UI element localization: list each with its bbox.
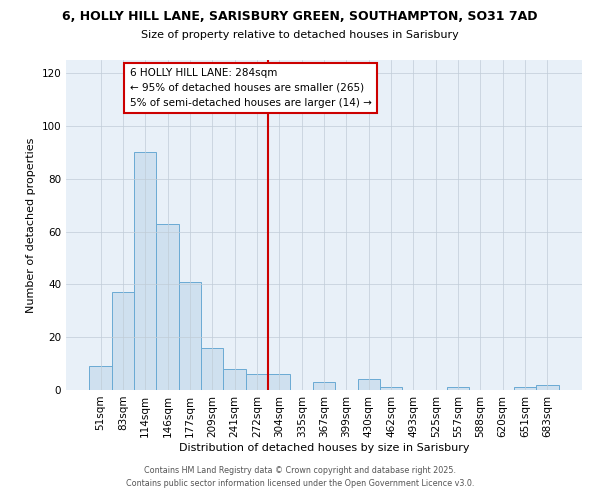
Bar (134, 152, 157, 390)
Bar (246, 374, 268, 390)
Bar (223, 369, 246, 390)
Bar (358, 380, 380, 390)
Bar (89, 366, 112, 390)
Bar (179, 282, 201, 390)
Bar (313, 382, 335, 390)
Bar (514, 388, 536, 390)
Text: Size of property relative to detached houses in Sarisbury: Size of property relative to detached ho… (141, 30, 459, 40)
Bar (447, 388, 469, 390)
Text: Contains HM Land Registry data © Crown copyright and database right 2025.
Contai: Contains HM Land Registry data © Crown c… (126, 466, 474, 487)
Bar (380, 388, 402, 390)
Bar (157, 224, 179, 390)
X-axis label: Distribution of detached houses by size in Sarisbury: Distribution of detached houses by size … (179, 442, 469, 452)
Text: 6, HOLLY HILL LANE, SARISBURY GREEN, SOUTHAMPTON, SO31 7AD: 6, HOLLY HILL LANE, SARISBURY GREEN, SOU… (62, 10, 538, 23)
Bar (201, 348, 223, 390)
Bar (268, 374, 290, 390)
Bar (536, 384, 559, 390)
Bar (112, 292, 134, 390)
Text: 6 HOLLY HILL LANE: 284sqm
← 95% of detached houses are smaller (265)
5% of semi-: 6 HOLLY HILL LANE: 284sqm ← 95% of detac… (130, 68, 371, 108)
Y-axis label: Number of detached properties: Number of detached properties (26, 138, 36, 312)
